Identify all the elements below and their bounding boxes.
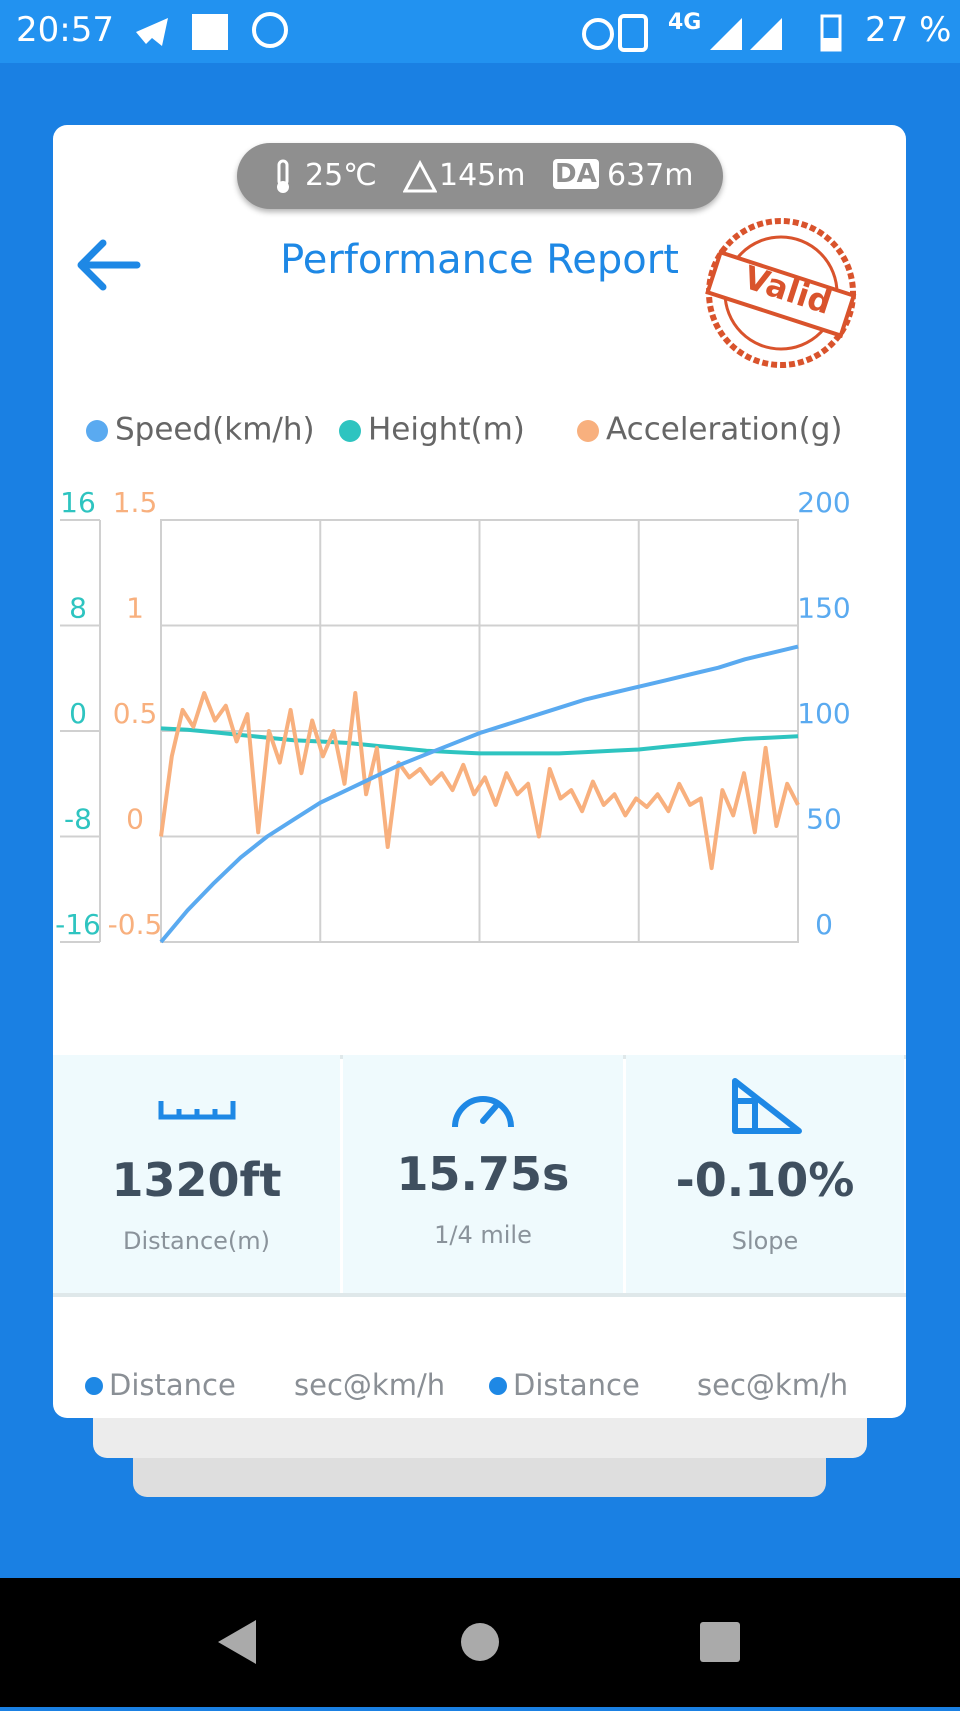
series-line (159, 691, 800, 871)
altitude-icon (403, 159, 437, 193)
table-header: Distance (489, 1368, 640, 1402)
page-title: Performance Report (280, 237, 679, 283)
thermometer-icon (277, 159, 289, 193)
legend-swatch (86, 420, 108, 442)
signal-battery (710, 18, 782, 50)
legend-swatch (339, 420, 361, 442)
bullet (489, 1377, 507, 1395)
header-cell: sec@km/h (294, 1368, 446, 1402)
navigation-bar (0, 1578, 960, 1707)
da-badge: DA (553, 159, 599, 189)
chart: -16 -8 0 8 16 -0.5 0 0.5 1 1.5 0 50 100 150 200 Speed(k… (55, 412, 851, 944)
alarm-nfc-icons (582, 14, 648, 52)
header-cell: Distance (513, 1368, 640, 1402)
y-tick-label: 0 (69, 697, 87, 730)
y3-tick-label: 1 (126, 592, 144, 625)
back-nav[interactable] (218, 1620, 256, 1664)
back-button[interactable] (73, 235, 143, 295)
legend-label: Acceleration(g) (606, 412, 843, 448)
stat-label: 1/4 mile (434, 1221, 532, 1249)
y2-tick-label: 100 (797, 697, 850, 730)
valid-stamp: Valid (703, 215, 859, 371)
header-cell: Distance (109, 1368, 236, 1402)
status-bar: 20:57 4G 27 % (0, 0, 960, 63)
gauge-icon (452, 1096, 514, 1128)
y-tick-label: 16 (60, 486, 96, 519)
stat-label: Distance(m) (122, 1227, 271, 1255)
density-altitude: 637m (607, 158, 694, 193)
y2-tick-label: 200 (797, 486, 850, 519)
header-cell: sec@km/h (697, 1368, 849, 1402)
y2-tick-label: 150 (797, 592, 850, 625)
table-header: Distance (85, 1368, 236, 1402)
y3-tick-label: 0.5 (113, 697, 158, 730)
stat-card: 15.75s 1/4 mile (343, 1055, 623, 1293)
divider (53, 1293, 906, 1297)
stat-value: 1320ft (111, 1153, 282, 1207)
temperature: 25℃ (305, 158, 377, 193)
legend-label: Height(m) (368, 412, 525, 448)
stat-value: 15.75s (396, 1147, 570, 1201)
conditions-pill: 25℃ 145m DA 637m (237, 143, 723, 209)
nav-buttons (218, 1620, 740, 1664)
bullet (85, 1377, 103, 1395)
altitude: 145m (439, 158, 526, 193)
stamp-ring (705, 218, 857, 368)
ruler-icon (158, 1101, 236, 1120)
battery-icon (820, 14, 842, 52)
legend-swatch (577, 420, 599, 442)
clock: 20:57 (16, 10, 114, 50)
y2-tick-label: 0 (815, 908, 833, 941)
y-tick-label: 8 (69, 592, 87, 625)
network-type: 4G (668, 10, 702, 35)
recents-nav[interactable] (700, 1622, 740, 1662)
stat-card: 1320ft Distance(m) (53, 1055, 340, 1293)
series-line (159, 644, 799, 944)
notification-icons (136, 12, 288, 50)
stat-card: -0.10% Slope (626, 1055, 904, 1293)
y-tick-label: -16 (55, 908, 101, 941)
stat-value: -0.10% (675, 1153, 855, 1207)
y3-tick-label: 0 (126, 803, 144, 836)
legend-label: Speed(km/h) (115, 412, 315, 448)
y-tick-label: -8 (64, 803, 92, 836)
y3-tick-label: 1.5 (113, 486, 158, 519)
y2-tick-label: 50 (806, 803, 842, 836)
slope-icon (732, 1078, 802, 1134)
home-nav[interactable] (461, 1623, 499, 1661)
battery-level: 27 % (865, 10, 952, 50)
y3-tick-label: -0.5 (108, 908, 163, 941)
stat-label: Slope (731, 1227, 799, 1255)
